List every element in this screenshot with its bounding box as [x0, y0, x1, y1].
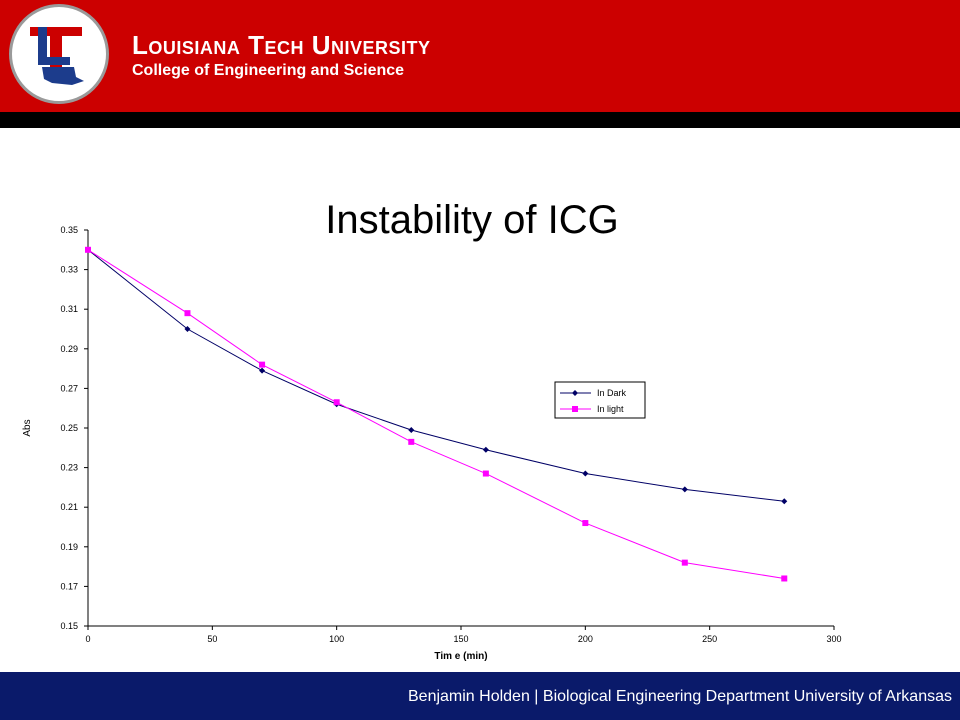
y-tick-label: 0.35 — [60, 225, 78, 235]
y-tick-label: 0.29 — [60, 344, 78, 354]
y-tick-label: 0.33 — [60, 265, 78, 275]
series-line-in-light — [87, 249, 785, 579]
x-tick-label: 150 — [453, 634, 468, 644]
y-tick-label: 0.15 — [60, 621, 78, 631]
data-point — [85, 246, 91, 253]
x-tick-label: 300 — [826, 634, 841, 644]
logo-graphic — [30, 27, 84, 85]
slide-title: Instability of ICG — [325, 198, 619, 242]
x-tick-label: 0 — [85, 634, 90, 644]
data-point — [582, 520, 589, 527]
data-point — [681, 486, 688, 493]
y-tick-label: 0.21 — [60, 502, 78, 512]
data-point — [781, 498, 788, 505]
legend-entry: In light — [597, 404, 624, 414]
data-point — [482, 446, 489, 453]
data-point — [184, 310, 191, 317]
legend-marker — [572, 390, 578, 396]
data-point — [582, 470, 589, 477]
y-tick-label: 0.31 — [60, 304, 78, 314]
y-tick-label: 0.27 — [60, 383, 78, 393]
y-axis-label: Abs — [22, 419, 33, 436]
university-name-text: Louisiana Tech University — [132, 30, 431, 60]
university-name: Louisiana Tech University — [132, 30, 431, 61]
footer-bar: Benjamin Holden | Biological Engineering… — [0, 672, 960, 720]
series-line-in-dark — [87, 249, 785, 502]
college-name: College of Engineering and Science — [132, 62, 405, 79]
x-tick-label: 200 — [578, 634, 593, 644]
y-tick-label: 0.25 — [60, 423, 78, 433]
data-point — [681, 559, 688, 566]
y-tick-label: 0.19 — [60, 542, 78, 552]
x-tick-label: 250 — [702, 634, 717, 644]
data-point — [408, 426, 415, 433]
y-tick-label: 0.17 — [60, 581, 78, 591]
header-divider — [0, 112, 960, 128]
x-tick-label: 50 — [207, 634, 217, 644]
data-point — [333, 399, 340, 406]
data-point — [482, 470, 489, 477]
header-bar: Louisiana Tech University College of Eng… — [0, 0, 960, 112]
line-chart: 0.15 0.17 0.19 0.21 0.23 0.25 0.27 0.29 0.31 0.33… — [22, 225, 842, 662]
legend-box — [554, 381, 646, 419]
y-tick-label: 0.23 — [60, 463, 78, 473]
data-point — [259, 361, 266, 368]
x-axis-label: Tim e (min) — [434, 651, 487, 662]
louisiana-tech-logo-icon — [9, 4, 109, 104]
legend-marker — [572, 406, 578, 412]
data-point — [408, 438, 415, 445]
data-point — [781, 575, 788, 582]
legend-entry: In Dark — [597, 388, 627, 398]
data-point — [259, 367, 266, 374]
data-point — [184, 326, 191, 332]
x-tick-label: 100 — [329, 634, 344, 644]
footer-text: Benjamin Holden | Biological Engineering… — [408, 688, 952, 705]
